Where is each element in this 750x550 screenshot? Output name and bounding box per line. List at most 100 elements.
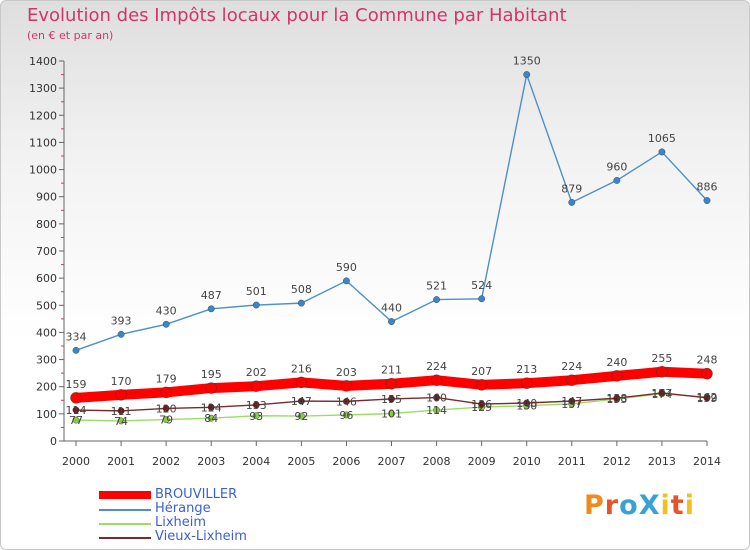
data-point-brouviller xyxy=(250,380,262,392)
data-point-h-range xyxy=(523,71,531,78)
data-label-h-range: 521 xyxy=(426,280,447,293)
data-label-h-range: 590 xyxy=(336,261,357,274)
data-label-lixheim: 92 xyxy=(294,410,308,423)
data-label-h-range: 440 xyxy=(381,302,402,315)
proxiti-logo: ProXiti xyxy=(584,490,695,521)
x-tick-label: 2008 xyxy=(423,455,451,468)
data-label-h-range: 393 xyxy=(111,314,132,327)
data-point-brouviller xyxy=(205,382,217,394)
data-point-lixheim xyxy=(343,411,350,419)
data-label-brouviller: 224 xyxy=(561,360,582,373)
y-tick-label: 300 xyxy=(36,354,57,367)
data-point-lixheim xyxy=(207,414,215,422)
y-tick-label: 1300 xyxy=(29,82,57,95)
x-tick-label: 2003 xyxy=(197,455,225,468)
x-tick-label: 2002 xyxy=(152,455,180,468)
data-point-brouviller xyxy=(475,379,488,391)
data-point-h-range xyxy=(117,330,125,338)
y-tick-label: 0 xyxy=(50,435,57,448)
x-tick-label: 2011 xyxy=(558,455,586,468)
y-tick-label: 200 xyxy=(36,381,57,394)
data-point-brouviller xyxy=(521,377,533,389)
legend-swatch-lixheim xyxy=(99,523,151,525)
data-label-brouviller: 211 xyxy=(381,364,402,377)
data-label-vieux-lixheim: 155 xyxy=(381,393,402,406)
data-point-vieux-lixheim xyxy=(523,399,531,407)
data-label-h-range: 886 xyxy=(697,181,718,194)
y-tick-label: 100 xyxy=(36,408,57,421)
logo-letter: i xyxy=(684,490,695,521)
chart-title: Evolution des Impôts locaux pour la Comm… xyxy=(27,5,567,26)
data-label-h-range: 430 xyxy=(156,304,177,317)
data-label-lixheim: 114 xyxy=(426,404,447,417)
data-label-vieux-lixheim: 147 xyxy=(561,395,582,408)
data-point-h-range xyxy=(433,296,440,303)
data-point-vieux-lixheim xyxy=(703,394,711,402)
data-label-brouviller: 202 xyxy=(246,366,267,379)
data-label-brouviller: 255 xyxy=(651,352,672,365)
x-tick-label: 2014 xyxy=(693,455,721,468)
data-point-vieux-lixheim xyxy=(388,395,395,403)
logo-letter: t xyxy=(670,490,685,521)
legend-label-brouviller: BROUVILLER xyxy=(155,487,238,502)
data-point-vieux-lixheim xyxy=(72,406,80,414)
data-label-lixheim: 96 xyxy=(339,409,353,422)
data-label-vieux-lixheim: 111 xyxy=(111,405,132,418)
data-point-brouviller xyxy=(611,370,623,382)
x-tick-label: 2005 xyxy=(287,455,315,468)
data-label-h-range: 334 xyxy=(66,330,87,343)
data-point-brouviller xyxy=(70,392,82,404)
data-point-h-range xyxy=(568,199,576,206)
data-label-brouviller: 159 xyxy=(66,378,87,391)
data-label-lixheim: 93 xyxy=(249,410,263,423)
y-tick-label: 1100 xyxy=(29,136,57,149)
data-label-vieux-lixheim: 133 xyxy=(246,399,267,412)
data-label-vieux-lixheim: 124 xyxy=(201,401,222,414)
data-point-brouviller xyxy=(566,374,578,386)
data-point-vieux-lixheim xyxy=(568,397,576,405)
y-tick-label: 600 xyxy=(36,272,57,285)
data-point-h-range xyxy=(297,299,305,307)
data-point-h-range xyxy=(72,346,80,354)
y-tick-label: 1000 xyxy=(29,164,57,177)
data-point-lixheim xyxy=(388,410,395,417)
data-label-vieux-lixheim: 114 xyxy=(66,404,87,417)
data-label-h-range: 960 xyxy=(606,160,627,173)
chart-subtitle: (en € et par an) xyxy=(27,29,114,42)
data-label-vieux-lixheim: 146 xyxy=(336,395,357,408)
data-point-brouviller xyxy=(160,386,172,399)
data-label-h-range: 501 xyxy=(246,285,267,298)
y-tick-label: 400 xyxy=(36,326,57,339)
data-label-vieux-lixheim: 159 xyxy=(697,392,718,405)
data-point-brouviller xyxy=(340,380,353,392)
data-point-lixheim xyxy=(72,416,80,424)
data-point-brouviller xyxy=(295,376,308,389)
data-point-vieux-lixheim xyxy=(117,407,125,415)
logo-letter: X xyxy=(638,490,661,521)
data-point-brouviller xyxy=(115,389,127,401)
x-tick-label: 2009 xyxy=(468,455,496,468)
data-point-h-range xyxy=(252,301,260,309)
x-tick-label: 2000 xyxy=(62,455,90,468)
x-tick-label: 2013 xyxy=(648,455,676,468)
logo-letter: r xyxy=(604,490,620,521)
data-point-vieux-lixheim xyxy=(478,400,486,408)
data-label-h-range: 508 xyxy=(291,283,312,296)
x-tick-label: 2007 xyxy=(378,455,406,468)
data-point-lixheim xyxy=(252,412,260,420)
logo-letter: o xyxy=(619,490,639,521)
data-label-brouviller: 203 xyxy=(336,366,357,379)
data-label-lixheim: 74 xyxy=(114,415,128,428)
data-point-h-range xyxy=(478,295,486,303)
y-tick-label: 700 xyxy=(36,245,57,258)
data-label-h-range: 1350 xyxy=(513,55,541,68)
legend-label-herange: Hérange xyxy=(155,501,211,516)
data-label-vieux-lixheim: 158 xyxy=(606,392,627,405)
data-point-vieux-lixheim xyxy=(658,389,666,397)
x-tick-label: 2010 xyxy=(513,455,541,468)
legend-swatch-herange xyxy=(99,509,151,511)
y-tick-label: 900 xyxy=(36,191,57,204)
data-label-lixheim: 101 xyxy=(381,408,402,421)
data-point-vieux-lixheim xyxy=(613,394,621,402)
data-label-h-range: 879 xyxy=(561,182,582,195)
